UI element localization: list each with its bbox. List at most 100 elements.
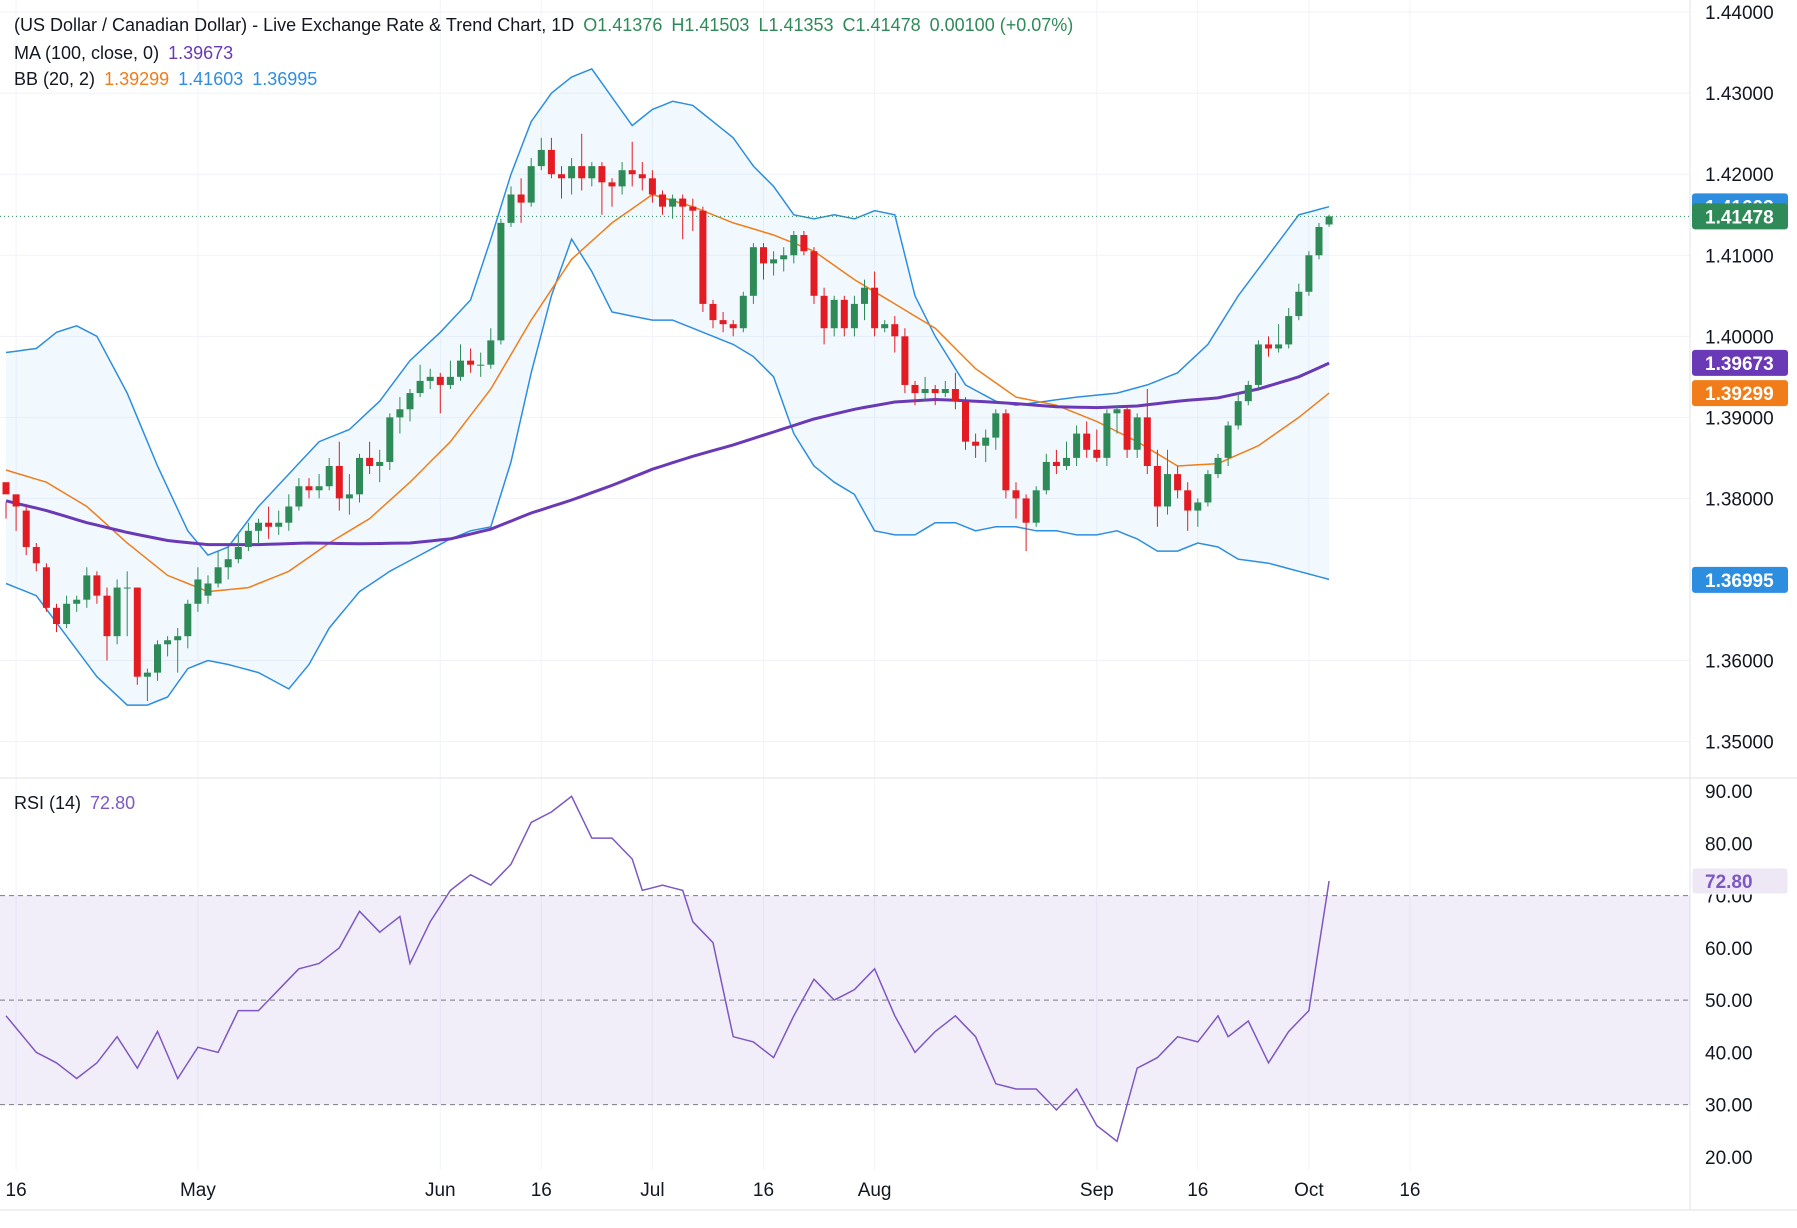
badge-label: 1.41478 xyxy=(1705,207,1774,228)
candle-body xyxy=(63,603,71,625)
candle-body xyxy=(224,559,232,568)
candle-body xyxy=(1184,490,1192,511)
candles xyxy=(2,133,1333,702)
candle-body xyxy=(689,206,697,211)
candle-body xyxy=(2,482,10,495)
candle-body xyxy=(679,198,687,207)
candle xyxy=(1123,405,1131,458)
candle-body xyxy=(972,441,980,446)
candle-body xyxy=(446,376,454,385)
high-value: H1.41503 xyxy=(671,15,750,35)
candle-body xyxy=(861,287,868,304)
candle xyxy=(1295,283,1303,321)
candle-body xyxy=(850,303,858,329)
candle xyxy=(507,186,515,227)
bb-label: BB (20, 2) xyxy=(14,69,96,89)
candle-body xyxy=(467,360,475,365)
chart-title: (US Dollar / Canadian Dollar) - Live Exc… xyxy=(14,15,575,35)
candle-body xyxy=(275,522,283,527)
candle xyxy=(133,587,141,685)
candle-body xyxy=(1285,316,1293,345)
candle-body xyxy=(517,194,525,203)
candle-body xyxy=(648,178,656,195)
candle xyxy=(608,178,616,207)
rsi-tick-label: 60.00 xyxy=(1705,939,1753,960)
candle xyxy=(537,137,545,171)
candle xyxy=(234,534,242,564)
candle xyxy=(396,397,404,434)
candle xyxy=(1073,425,1081,466)
candle xyxy=(648,170,656,203)
candle xyxy=(850,295,858,337)
candle xyxy=(345,474,353,515)
rsi-value: 72.80 xyxy=(90,793,136,813)
candle xyxy=(1012,482,1020,519)
ma-legend: MA (100, close, 0) 1.39673 xyxy=(14,40,237,66)
rsi-tick-label: 90.00 xyxy=(1705,782,1753,803)
candle-body xyxy=(830,299,838,329)
candle-body xyxy=(1214,457,1222,475)
time-tick-label: 16 xyxy=(753,1180,774,1201)
price-tick-label: 1.36000 xyxy=(1705,651,1774,672)
candle xyxy=(295,478,303,511)
candle xyxy=(477,352,485,377)
candle xyxy=(881,320,889,333)
candle-body xyxy=(558,174,565,179)
candle-body xyxy=(103,595,111,637)
time-tick-label: Jul xyxy=(640,1180,664,1201)
candle-body xyxy=(426,376,434,381)
candle-body xyxy=(921,389,929,394)
candle xyxy=(406,389,414,422)
candle xyxy=(103,587,111,661)
candle xyxy=(244,522,252,552)
candle xyxy=(1103,409,1111,466)
time-tick-label: May xyxy=(180,1180,216,1201)
candle-body xyxy=(315,486,323,491)
candle-body xyxy=(729,324,737,329)
candle xyxy=(982,429,990,462)
candle xyxy=(568,158,576,195)
rsi-tick-label: 20.00 xyxy=(1705,1148,1753,1169)
badge-label: 1.39299 xyxy=(1705,384,1774,405)
candle xyxy=(174,628,182,673)
badge-label: 1.36995 xyxy=(1705,571,1774,592)
candle-body xyxy=(305,486,313,491)
candle-body xyxy=(1234,401,1242,426)
candle xyxy=(113,579,121,645)
candle xyxy=(63,595,71,629)
candle-body xyxy=(214,567,222,584)
badge-bb-basis: 1.39299 xyxy=(1692,380,1788,407)
rsi-tick-label: 50.00 xyxy=(1705,991,1753,1012)
candle xyxy=(578,133,586,191)
candle xyxy=(921,376,929,402)
candle-body xyxy=(1063,457,1070,466)
candle-body xyxy=(1113,409,1121,414)
candle-body xyxy=(386,417,394,462)
candle-body xyxy=(53,607,60,625)
candle-body xyxy=(436,376,444,385)
candle-body xyxy=(1244,384,1252,402)
bollinger-band-fill xyxy=(6,68,1330,706)
badge-rsi: 72.80 xyxy=(1691,867,1789,895)
candle xyxy=(32,542,40,572)
candle xyxy=(1214,453,1222,479)
candle xyxy=(275,510,283,535)
bb-lower-line xyxy=(5,237,1330,706)
indicator-lines xyxy=(0,67,1690,1143)
price-tick-label: 1.42000 xyxy=(1705,165,1774,186)
candle-body xyxy=(143,672,151,677)
bb-legend: BB (20, 2) 1.39299 1.41603 1.36995 xyxy=(14,66,321,92)
time-tick-label: 16 xyxy=(531,1180,552,1201)
candle-body xyxy=(1002,413,1010,491)
candle-body xyxy=(507,194,515,223)
candle-body xyxy=(719,320,727,325)
candle xyxy=(719,312,727,333)
candle-body xyxy=(810,251,818,296)
candle-body xyxy=(255,522,262,531)
candle xyxy=(1184,482,1192,531)
candle-body xyxy=(537,149,545,167)
candle-body xyxy=(133,587,141,677)
rsi-tick-label: 80.00 xyxy=(1705,834,1753,855)
candle xyxy=(810,247,818,304)
